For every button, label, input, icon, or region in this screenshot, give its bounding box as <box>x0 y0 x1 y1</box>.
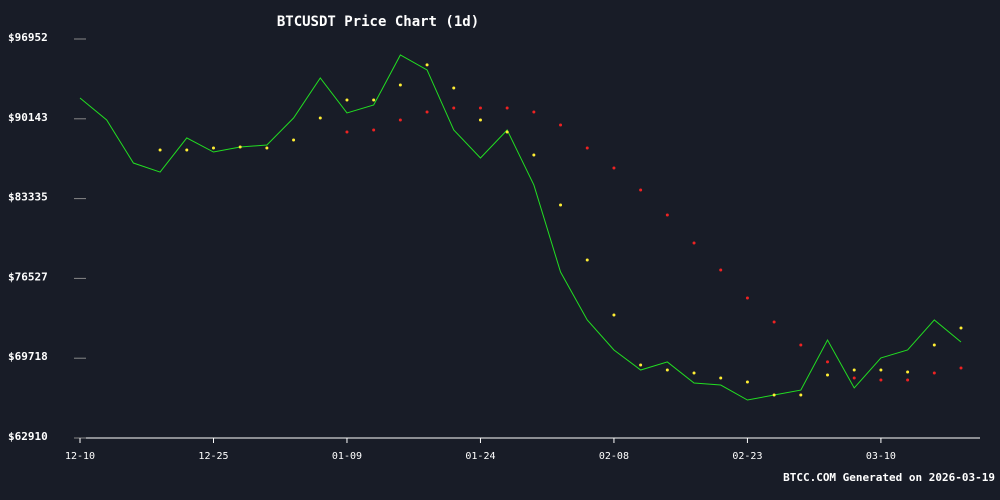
ma-dot <box>639 363 643 367</box>
footer: BTCC.COM Generated on 2026-03-19 <box>783 471 995 484</box>
ma-dot <box>959 366 963 370</box>
y-tick-label: $83335 <box>8 191 48 204</box>
ma-dot <box>852 368 856 372</box>
ma-dot <box>772 393 776 397</box>
ma-dot <box>211 146 215 150</box>
ma-dot <box>906 378 910 382</box>
ma-dot <box>345 130 349 134</box>
ma-dot <box>478 106 482 110</box>
y-tick-label: $62910 <box>8 430 48 443</box>
ma-dot <box>559 203 563 207</box>
x-tick-label: 12-10 <box>65 451 95 462</box>
x-tick-label: 01-24 <box>465 451 495 462</box>
ma-dot <box>772 320 776 324</box>
ma-dot <box>719 376 723 380</box>
ma-dot <box>398 83 402 87</box>
ma-dot <box>826 373 830 377</box>
ma-dot <box>826 360 830 364</box>
ma-dot <box>559 123 563 127</box>
x-tick-label: 01-09 <box>332 451 362 462</box>
ma-dot <box>932 371 936 375</box>
ma-dot <box>478 118 482 122</box>
ma-dot <box>238 145 242 149</box>
ma-dot <box>532 153 536 157</box>
ma-dot <box>452 86 456 90</box>
ma-dot <box>292 138 296 142</box>
ma-dot <box>372 98 376 102</box>
y-tick-label: $96952 <box>8 31 48 44</box>
ma-dot <box>692 241 696 245</box>
ma-dot <box>799 393 803 397</box>
ma-dot <box>745 296 749 300</box>
ma-dot <box>719 268 723 272</box>
ma-dot <box>425 63 429 67</box>
ma-dot <box>639 188 643 192</box>
y-tick-label: $90143 <box>8 111 48 124</box>
chart-title: BTCUSDT Price Chart (1d) <box>277 14 479 30</box>
ma-dot <box>932 343 936 347</box>
ma-dot <box>185 148 189 152</box>
ma-dot <box>505 130 509 134</box>
ma-dot <box>692 371 696 375</box>
ma-dot <box>745 380 749 384</box>
ma-dot <box>585 258 589 262</box>
ma-dot <box>372 128 376 132</box>
ma-dot <box>879 378 883 382</box>
ma-dot <box>345 98 349 102</box>
x-tick-label: 02-23 <box>732 451 762 462</box>
ma-dot <box>505 106 509 110</box>
ma-dot <box>959 326 963 330</box>
x-tick-label: 03-10 <box>866 451 896 462</box>
price-line <box>79 54 962 401</box>
ma-dot <box>879 368 883 372</box>
y-tick-label: $76527 <box>8 270 48 283</box>
ma-dot <box>612 166 616 170</box>
ma-dot <box>852 376 856 380</box>
ma-dot <box>906 370 910 374</box>
ma-dot <box>665 368 669 372</box>
ma-dot <box>585 146 589 150</box>
ma-dot <box>158 148 162 152</box>
ma-dot <box>265 146 269 150</box>
ma-dot <box>318 116 322 120</box>
ma-dot <box>452 106 456 110</box>
ma-dot <box>532 110 536 114</box>
ma-dot <box>425 110 429 114</box>
y-tick-label: $69718 <box>8 350 48 363</box>
ma-dot <box>665 213 669 217</box>
x-tick-label: 02-08 <box>599 451 629 462</box>
ma-dot <box>612 313 616 317</box>
ma-dot <box>799 343 803 347</box>
x-tick-label: 12-25 <box>198 451 228 462</box>
ma-dot <box>398 118 402 122</box>
